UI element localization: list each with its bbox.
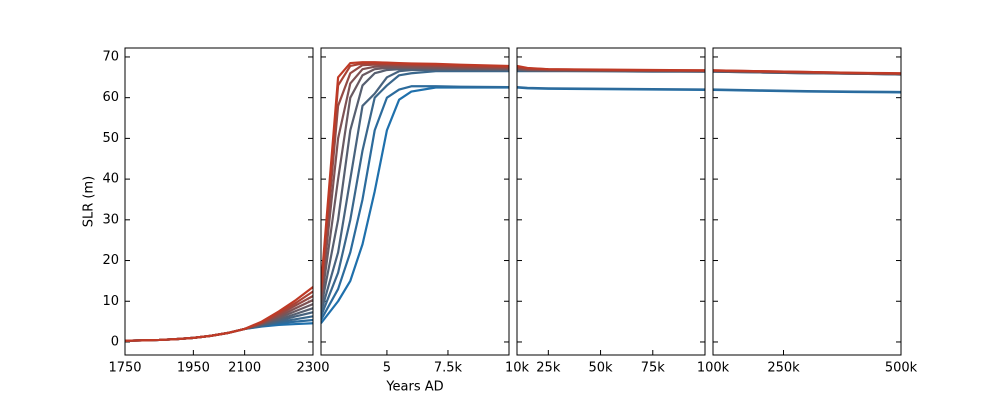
axes-frame xyxy=(320,47,510,356)
series-line xyxy=(713,69,901,75)
y-tick-label: 20 xyxy=(102,253,119,268)
x-tick-label: 10k xyxy=(505,361,530,376)
x-tick-label: 75k xyxy=(641,361,666,376)
series-line xyxy=(125,286,313,342)
y-axis-label: SLR (m) xyxy=(82,176,97,227)
x-tick-label: 7.5k xyxy=(434,361,463,376)
x-axis-label: Years AD xyxy=(385,380,443,395)
panel: 10k 25k 50k 75k xyxy=(505,47,706,376)
x-tick-label: 1750 xyxy=(108,361,141,376)
y-tick-label: 30 xyxy=(102,212,119,227)
x-tick-label: 500k xyxy=(885,361,918,376)
series-line xyxy=(517,85,705,91)
panel: 0 10 20 30 40 50 60 70 1750 1950 2100 2300 SLR (m) xyxy=(82,47,330,376)
y-tick-label: 60 xyxy=(102,90,119,105)
y-tick-label: 0 xyxy=(111,334,119,349)
series-line xyxy=(321,65,509,301)
series-line xyxy=(713,88,901,94)
x-tick-label: 2100 xyxy=(228,361,261,376)
axes-frame xyxy=(516,47,706,356)
panel: 100k 250k 500k xyxy=(697,47,918,376)
series-line xyxy=(321,86,509,324)
series-line xyxy=(321,62,509,292)
series-line xyxy=(125,318,313,342)
x-tick-label: 2300 xyxy=(296,361,329,376)
series-line xyxy=(517,64,705,72)
x-tick-label: 100k xyxy=(697,361,730,376)
y-tick-label: 50 xyxy=(102,131,119,146)
axes-frame xyxy=(124,47,314,356)
y-tick-label: 10 xyxy=(102,294,119,309)
x-tick-label: 50k xyxy=(589,361,614,376)
lines xyxy=(517,64,705,92)
x-tick-label: 250k xyxy=(767,361,800,376)
x-tick-label: 1950 xyxy=(177,361,210,376)
lines xyxy=(125,286,313,342)
series-line xyxy=(321,70,509,317)
x-tick-label: 25k xyxy=(536,361,561,376)
lines xyxy=(321,61,509,324)
lines xyxy=(713,69,901,94)
series-line xyxy=(125,322,313,342)
series-line xyxy=(321,85,509,321)
y-tick-label: 40 xyxy=(102,172,119,187)
axes-frame xyxy=(712,47,902,356)
panel: 5 7.5k Years AD xyxy=(320,47,510,395)
series-line xyxy=(321,61,509,288)
y-tick-label: 70 xyxy=(102,49,119,64)
x-tick-label: 5 xyxy=(383,361,391,376)
